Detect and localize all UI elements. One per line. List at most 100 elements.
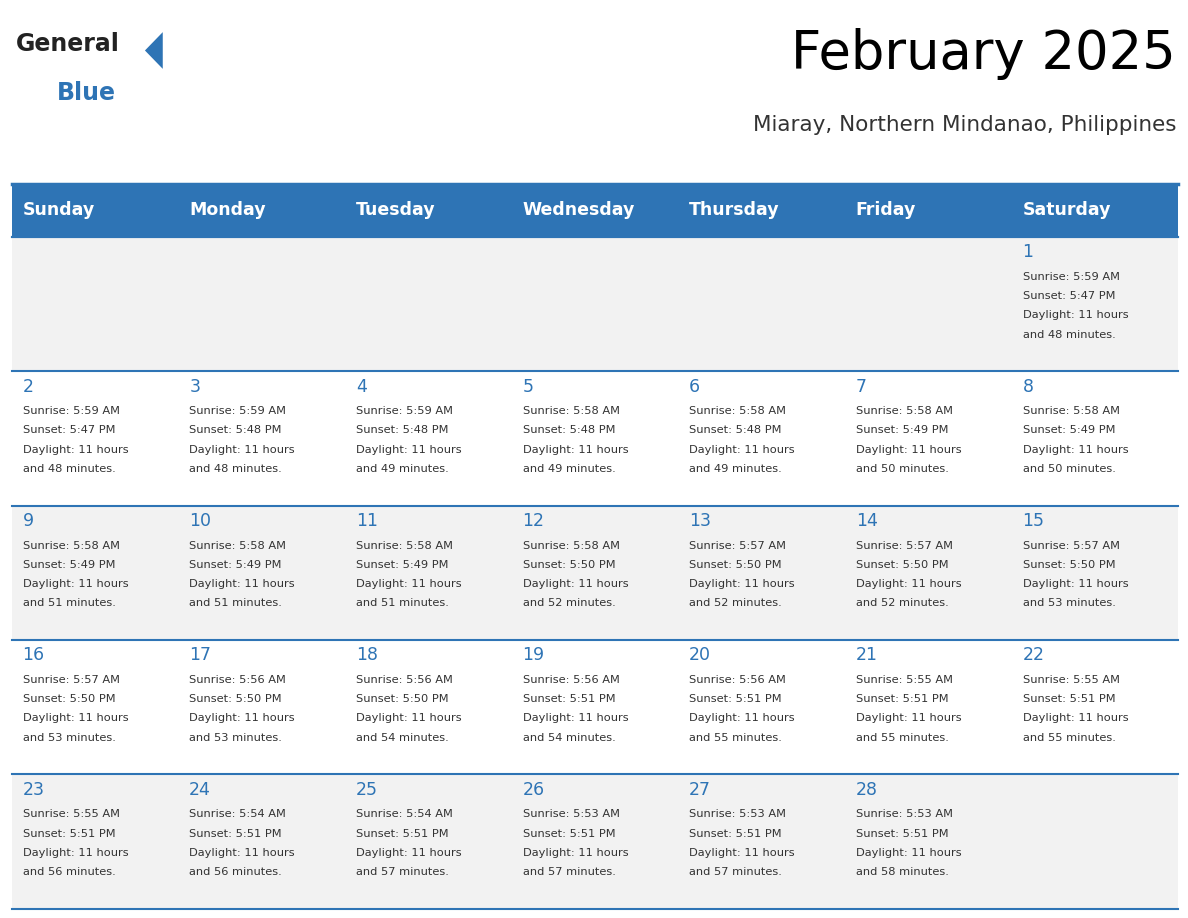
- Text: 25: 25: [356, 781, 378, 799]
- Text: and 48 minutes.: and 48 minutes.: [189, 464, 282, 474]
- Bar: [845, 184, 1012, 237]
- Bar: [678, 237, 845, 371]
- Text: Daylight: 11 hours: Daylight: 11 hours: [855, 848, 961, 857]
- Text: Daylight: 11 hours: Daylight: 11 hours: [189, 848, 295, 857]
- Text: General: General: [15, 32, 119, 56]
- Text: 9: 9: [23, 512, 33, 530]
- Text: Daylight: 11 hours: Daylight: 11 hours: [189, 579, 295, 589]
- Text: 16: 16: [23, 646, 45, 665]
- Text: and 52 minutes.: and 52 minutes.: [855, 599, 949, 609]
- Bar: [346, 506, 512, 640]
- Text: Miaray, Northern Mindanao, Philippines: Miaray, Northern Mindanao, Philippines: [753, 115, 1176, 135]
- Text: and 51 minutes.: and 51 minutes.: [23, 599, 115, 609]
- Text: Daylight: 11 hours: Daylight: 11 hours: [356, 713, 461, 723]
- Text: Sunset: 5:50 PM: Sunset: 5:50 PM: [189, 694, 282, 704]
- Bar: [12, 775, 178, 909]
- Text: Sunset: 5:51 PM: Sunset: 5:51 PM: [523, 829, 615, 838]
- Text: Sunrise: 5:53 AM: Sunrise: 5:53 AM: [689, 810, 786, 819]
- Text: Sunset: 5:50 PM: Sunset: 5:50 PM: [356, 694, 449, 704]
- Text: 24: 24: [189, 781, 211, 799]
- Text: Saturday: Saturday: [1023, 201, 1111, 219]
- Text: and 50 minutes.: and 50 minutes.: [1023, 464, 1116, 474]
- Text: Sunrise: 5:59 AM: Sunrise: 5:59 AM: [23, 406, 120, 416]
- Text: and 58 minutes.: and 58 minutes.: [855, 868, 949, 877]
- Text: Daylight: 11 hours: Daylight: 11 hours: [1023, 310, 1129, 320]
- Text: 26: 26: [523, 781, 544, 799]
- Text: Friday: Friday: [855, 201, 916, 219]
- Text: Sunrise: 5:53 AM: Sunrise: 5:53 AM: [855, 810, 953, 819]
- Text: Sunrise: 5:53 AM: Sunrise: 5:53 AM: [523, 810, 620, 819]
- Text: Sunrise: 5:58 AM: Sunrise: 5:58 AM: [356, 541, 453, 551]
- Bar: [1012, 237, 1178, 371]
- Bar: [346, 775, 512, 909]
- Text: 7: 7: [855, 377, 867, 396]
- Text: and 54 minutes.: and 54 minutes.: [523, 733, 615, 743]
- Text: and 53 minutes.: and 53 minutes.: [189, 733, 282, 743]
- Text: Sunrise: 5:58 AM: Sunrise: 5:58 AM: [523, 406, 620, 416]
- Text: Sunrise: 5:59 AM: Sunrise: 5:59 AM: [356, 406, 453, 416]
- Text: 28: 28: [855, 781, 878, 799]
- Text: Sunrise: 5:54 AM: Sunrise: 5:54 AM: [356, 810, 453, 819]
- Bar: [178, 640, 346, 775]
- Text: 23: 23: [23, 781, 45, 799]
- Bar: [512, 371, 678, 506]
- Bar: [1012, 371, 1178, 506]
- Text: Monday: Monday: [189, 201, 266, 219]
- Text: and 52 minutes.: and 52 minutes.: [523, 599, 615, 609]
- Bar: [178, 506, 346, 640]
- Text: and 56 minutes.: and 56 minutes.: [189, 868, 282, 877]
- Text: 20: 20: [689, 646, 712, 665]
- Text: Sunset: 5:51 PM: Sunset: 5:51 PM: [356, 829, 449, 838]
- Text: Sunrise: 5:56 AM: Sunrise: 5:56 AM: [189, 675, 286, 685]
- Bar: [845, 371, 1012, 506]
- Text: Sunset: 5:50 PM: Sunset: 5:50 PM: [1023, 560, 1116, 570]
- Text: and 50 minutes.: and 50 minutes.: [855, 464, 949, 474]
- Text: Sunrise: 5:58 AM: Sunrise: 5:58 AM: [1023, 406, 1119, 416]
- Text: and 49 minutes.: and 49 minutes.: [523, 464, 615, 474]
- Text: Daylight: 11 hours: Daylight: 11 hours: [356, 848, 461, 857]
- Text: and 51 minutes.: and 51 minutes.: [189, 599, 282, 609]
- Text: 10: 10: [189, 512, 211, 530]
- Text: Sunset: 5:51 PM: Sunset: 5:51 PM: [23, 829, 115, 838]
- Text: 5: 5: [523, 377, 533, 396]
- Text: 21: 21: [855, 646, 878, 665]
- Bar: [178, 775, 346, 909]
- Text: Sunrise: 5:56 AM: Sunrise: 5:56 AM: [689, 675, 786, 685]
- Text: 1: 1: [1023, 243, 1034, 262]
- Text: Sunset: 5:49 PM: Sunset: 5:49 PM: [1023, 425, 1116, 435]
- Text: Sunrise: 5:57 AM: Sunrise: 5:57 AM: [1023, 541, 1119, 551]
- Bar: [12, 237, 178, 371]
- Bar: [845, 506, 1012, 640]
- Text: 22: 22: [1023, 646, 1044, 665]
- Text: Daylight: 11 hours: Daylight: 11 hours: [855, 713, 961, 723]
- Text: Sunrise: 5:58 AM: Sunrise: 5:58 AM: [523, 541, 620, 551]
- Bar: [1012, 640, 1178, 775]
- Bar: [1012, 184, 1178, 237]
- Text: Sunset: 5:48 PM: Sunset: 5:48 PM: [189, 425, 282, 435]
- Text: and 53 minutes.: and 53 minutes.: [1023, 599, 1116, 609]
- Text: and 55 minutes.: and 55 minutes.: [855, 733, 949, 743]
- Bar: [178, 371, 346, 506]
- Text: February 2025: February 2025: [791, 28, 1176, 80]
- Bar: [178, 184, 346, 237]
- Text: and 57 minutes.: and 57 minutes.: [689, 868, 782, 877]
- Bar: [346, 237, 512, 371]
- Text: and 57 minutes.: and 57 minutes.: [523, 868, 615, 877]
- Bar: [678, 640, 845, 775]
- Text: Daylight: 11 hours: Daylight: 11 hours: [356, 444, 461, 454]
- Bar: [678, 184, 845, 237]
- Text: Sunrise: 5:57 AM: Sunrise: 5:57 AM: [23, 675, 120, 685]
- Text: Sunday: Sunday: [23, 201, 95, 219]
- Text: Sunrise: 5:57 AM: Sunrise: 5:57 AM: [855, 541, 953, 551]
- Text: Daylight: 11 hours: Daylight: 11 hours: [23, 579, 128, 589]
- Text: Sunset: 5:48 PM: Sunset: 5:48 PM: [356, 425, 448, 435]
- Text: Blue: Blue: [57, 81, 116, 105]
- Text: Daylight: 11 hours: Daylight: 11 hours: [1023, 579, 1129, 589]
- Text: and 56 minutes.: and 56 minutes.: [23, 868, 115, 877]
- Text: Sunset: 5:48 PM: Sunset: 5:48 PM: [523, 425, 615, 435]
- Bar: [512, 184, 678, 237]
- Bar: [12, 184, 178, 237]
- Text: Sunrise: 5:55 AM: Sunrise: 5:55 AM: [855, 675, 953, 685]
- Text: Sunrise: 5:58 AM: Sunrise: 5:58 AM: [189, 541, 286, 551]
- Text: Sunrise: 5:59 AM: Sunrise: 5:59 AM: [189, 406, 286, 416]
